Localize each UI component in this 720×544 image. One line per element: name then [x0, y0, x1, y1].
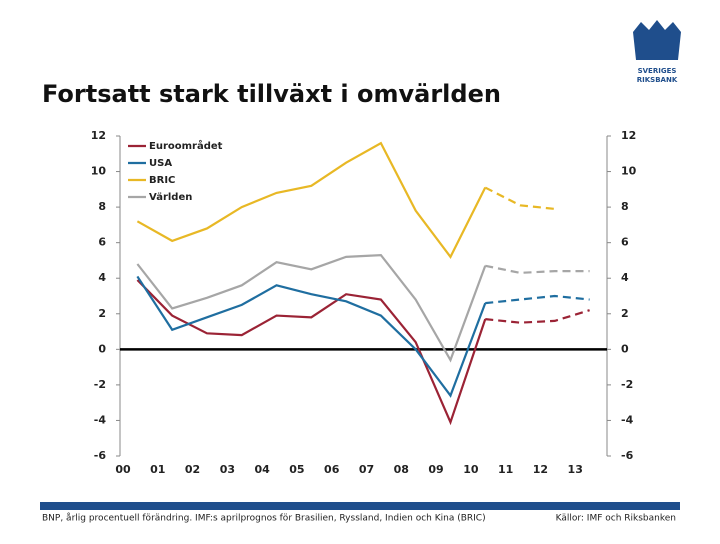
series-line-forecast	[485, 309, 590, 324]
footnote: BNP, årlig procentuell förändring. IMF:s…	[42, 513, 486, 524]
x-tick-label: 06	[324, 463, 340, 476]
y-tick-label: 12	[91, 129, 106, 142]
x-tick-label: 04	[254, 463, 270, 476]
y2-tick-label: -4	[621, 413, 634, 426]
legend-label: USA	[149, 158, 172, 169]
x-tick-label: 00	[115, 463, 131, 476]
y-tick-label: 2	[98, 307, 106, 320]
logo-text: SVERIGES	[638, 67, 677, 75]
y-tick-label: -2	[94, 378, 106, 391]
y-tick-label: 8	[98, 200, 106, 213]
y2-tick-label: 8	[621, 200, 629, 213]
slide-title: Fortsatt stark tillväxt i omvärlden	[42, 80, 501, 108]
y2-tick-label: 6	[621, 236, 629, 249]
y2-tick-label: 0	[621, 342, 629, 355]
footer-bar	[40, 502, 680, 510]
y-tick-label: 0	[98, 342, 106, 355]
x-tick-label: 11	[498, 463, 513, 476]
series-line-forecast	[485, 294, 590, 305]
y2-tick-label: 2	[621, 307, 629, 320]
x-tick-label: 13	[568, 463, 583, 476]
logo-emblem	[633, 20, 681, 60]
legend-label: Världen	[149, 192, 192, 203]
y2-tick-label: 10	[621, 165, 637, 178]
series-line	[136, 279, 487, 426]
legend-label: BRIC	[149, 175, 175, 186]
y-tick-label: -6	[94, 449, 107, 462]
x-tick-label: 07	[359, 463, 374, 476]
y-tick-label: 6	[98, 236, 106, 249]
y-tick-label: 10	[91, 165, 107, 178]
series-line-forecast	[485, 264, 590, 274]
logo: SVERIGES RIKSBANK	[633, 20, 681, 84]
series-line-forecast	[484, 186, 555, 210]
legend-label: Euroområdet	[149, 139, 223, 152]
x-tick-label: 08	[394, 463, 409, 476]
x-tick-label: 01	[150, 463, 165, 476]
series-line	[136, 253, 487, 363]
y-tick-label: -4	[94, 413, 107, 426]
x-tick-label: 12	[533, 463, 548, 476]
y2-tick-label: 12	[621, 129, 636, 142]
y2-tick-label: -6	[621, 449, 634, 462]
x-tick-label: 10	[463, 463, 479, 476]
x-tick-label: 02	[185, 463, 200, 476]
x-tick-label: 05	[289, 463, 304, 476]
logo-text: RIKSBANK	[637, 76, 678, 84]
source: Källor: IMF och Riksbanken	[556, 514, 676, 524]
y-tick-label: 4	[98, 271, 106, 284]
x-tick-label: 09	[428, 463, 443, 476]
series-line	[136, 141, 487, 259]
y2-tick-label: -2	[621, 378, 633, 391]
x-tick-label: 03	[220, 463, 235, 476]
series-line	[136, 275, 487, 398]
y2-tick-label: 4	[621, 271, 629, 284]
